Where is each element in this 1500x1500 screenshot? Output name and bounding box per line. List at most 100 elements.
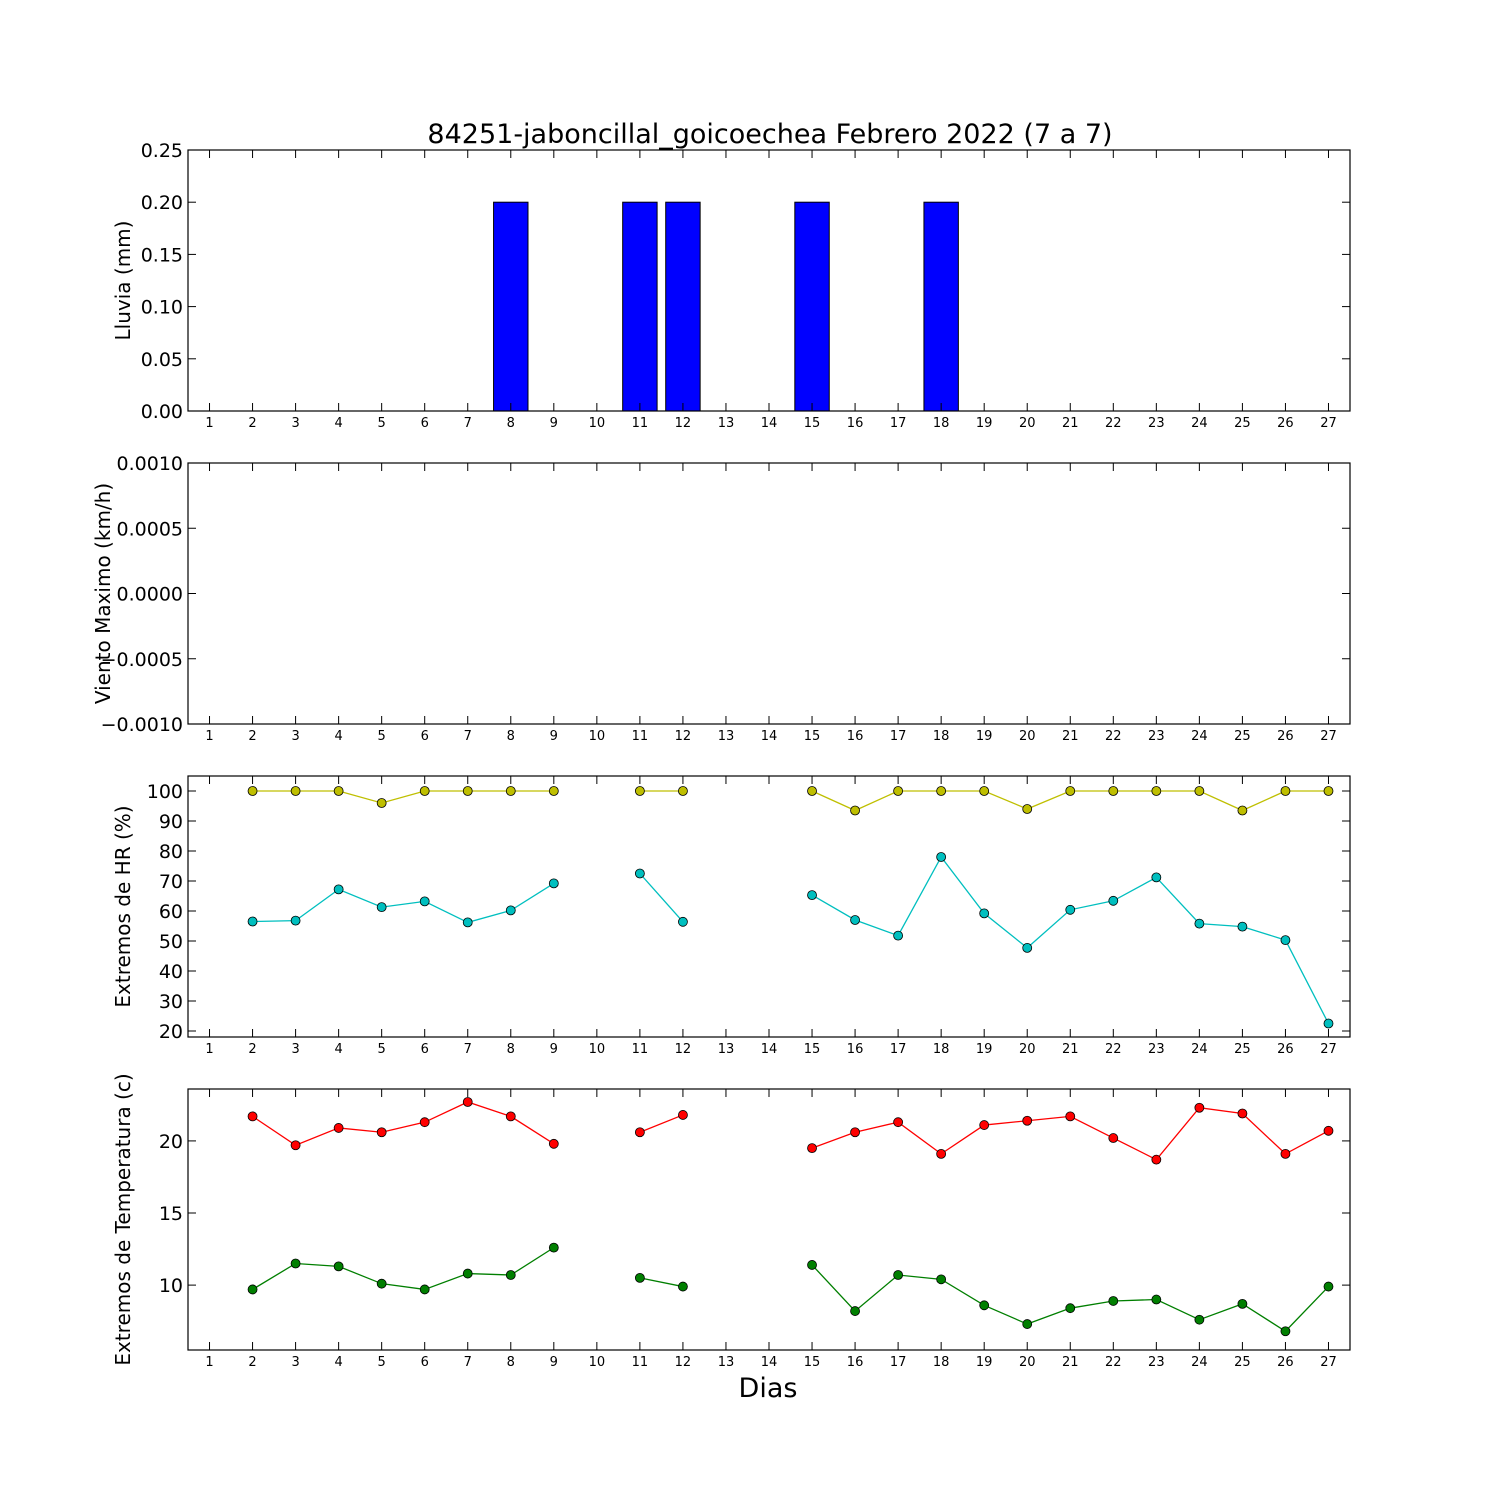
series-1-point-day-23 bbox=[1151, 872, 1162, 883]
x-tick-label: 11 bbox=[632, 729, 649, 744]
y-tick-label: 50 bbox=[159, 931, 183, 953]
x-tick-label: 14 bbox=[761, 729, 778, 744]
y-tick-label: −0.0005 bbox=[101, 649, 183, 671]
x-tick-label: 10 bbox=[589, 1042, 606, 1057]
x-tick-label: 1 bbox=[205, 1042, 213, 1057]
x-tick-label: 17 bbox=[890, 729, 907, 744]
y-axis-label: Viento Maximo (km/h) bbox=[91, 483, 115, 704]
panel-lluvia: 0.000.050.100.150.200.251 2 3 4 5 6 7 8 9 10 11 12 1… bbox=[111, 140, 1351, 431]
x-tick-label: 13 bbox=[718, 1042, 735, 1057]
series-0-point-day-5 bbox=[376, 798, 387, 808]
series-0-point-day-23 bbox=[1151, 1154, 1162, 1165]
x-tick-label: 11 bbox=[632, 1355, 649, 1370]
x-tick-label: 15 bbox=[804, 416, 821, 431]
x-tick-label: 1 bbox=[205, 729, 213, 744]
x-tick-label: 27 bbox=[1320, 1355, 1337, 1370]
y-axis-label: Lluvia (mm) bbox=[111, 221, 135, 341]
y-tick-label: 30 bbox=[159, 991, 183, 1013]
x-tick-label: 17 bbox=[890, 416, 907, 431]
series-0-point-day-26 bbox=[1280, 1148, 1291, 1159]
series-0-point-day-26 bbox=[1280, 786, 1291, 796]
x-tick-label: 15 bbox=[804, 729, 821, 744]
y-tick-label: 15 bbox=[159, 1203, 183, 1225]
series-1-point-day-19 bbox=[979, 908, 990, 919]
series-0-point-day-19 bbox=[979, 1120, 990, 1130]
series-0-point-day-8 bbox=[505, 786, 516, 796]
series-1-point-day-11 bbox=[634, 868, 645, 879]
y-tick-label: 0.25 bbox=[141, 140, 183, 162]
series-0-point-day-12 bbox=[678, 1110, 688, 1120]
series-1-point-day-26 bbox=[1280, 1326, 1291, 1337]
series-0-point-day-11 bbox=[634, 786, 645, 796]
series-1-point-day-4 bbox=[333, 1261, 344, 1272]
y-tick-label: 0.0005 bbox=[117, 518, 183, 540]
y-axis-label: Extremos de Temperatura (c) bbox=[111, 1073, 135, 1365]
series-1-point-day-18 bbox=[936, 1274, 947, 1285]
x-tick-label: 3 bbox=[291, 1042, 299, 1057]
x-tick-label: 6 bbox=[421, 1042, 429, 1057]
series-0-point-day-22 bbox=[1108, 786, 1119, 796]
x-tick-label: 7 bbox=[464, 729, 472, 744]
x-tick-label: 6 bbox=[421, 729, 429, 744]
series-1-point-day-8 bbox=[505, 1270, 516, 1280]
x-tick-label: 14 bbox=[761, 1355, 778, 1370]
x-tick-label: 27 bbox=[1320, 729, 1337, 744]
series-1-point-day-25 bbox=[1237, 921, 1248, 932]
series-1-point-day-6 bbox=[419, 1284, 430, 1295]
series-1-point-day-21 bbox=[1065, 904, 1076, 915]
x-tick-label: 10 bbox=[589, 729, 606, 744]
series-1-point-day-22 bbox=[1108, 1296, 1119, 1306]
x-tick-label: 21 bbox=[1062, 729, 1079, 744]
series-0-point-day-15 bbox=[807, 786, 817, 796]
series-1-point-day-21 bbox=[1065, 1303, 1076, 1314]
x-tick-label: 24 bbox=[1191, 1355, 1208, 1370]
y-tick-label: 0.0010 bbox=[117, 453, 183, 475]
x-tick-label: 12 bbox=[675, 1042, 692, 1057]
series-1-point-day-27 bbox=[1323, 1018, 1334, 1029]
x-tick-label: 21 bbox=[1062, 416, 1079, 431]
series-0-point-day-3 bbox=[290, 786, 301, 796]
x-tick-label: 16 bbox=[847, 729, 864, 744]
series-0-point-day-5 bbox=[376, 1127, 387, 1138]
series-1-point-day-22 bbox=[1108, 895, 1119, 906]
series-1-point-day-11 bbox=[634, 1273, 645, 1283]
bar-day-15 bbox=[794, 201, 830, 412]
series-0-point-day-2 bbox=[247, 786, 258, 796]
x-tick-label: 21 bbox=[1062, 1042, 1079, 1057]
x-tick-label: 22 bbox=[1105, 416, 1122, 431]
series-0-point-day-11 bbox=[634, 1127, 645, 1138]
x-tick-label: 17 bbox=[890, 1355, 907, 1370]
series-1-point-day-7 bbox=[462, 1268, 473, 1279]
series-0-point-day-3 bbox=[290, 1140, 301, 1151]
series-1-point-day-9 bbox=[548, 878, 559, 889]
series-1-point-day-20 bbox=[1022, 1319, 1033, 1329]
series-1-point-day-25 bbox=[1237, 1298, 1248, 1309]
x-tick-label: 4 bbox=[334, 416, 342, 431]
series-1-line bbox=[252, 1247, 555, 1291]
x-tick-label: 5 bbox=[378, 1355, 386, 1370]
y-tick-label: 0.05 bbox=[141, 349, 183, 371]
y-tick-label: 10 bbox=[159, 1275, 183, 1297]
series-0-point-day-17 bbox=[893, 1117, 904, 1128]
x-tick-label: 13 bbox=[718, 1355, 735, 1370]
series-1-point-day-4 bbox=[333, 884, 344, 895]
series-1-point-day-24 bbox=[1194, 1314, 1205, 1325]
x-tick-label: 14 bbox=[761, 1042, 778, 1057]
y-tick-label: 0.20 bbox=[141, 192, 183, 214]
x-tick-label: 18 bbox=[933, 416, 950, 431]
series-0-point-day-27 bbox=[1323, 1125, 1334, 1136]
x-tick-label: 2 bbox=[248, 1042, 256, 1057]
series-0-point-day-2 bbox=[247, 1111, 258, 1122]
x-tick-label: 3 bbox=[291, 416, 299, 431]
series-1-point-day-9 bbox=[548, 1242, 559, 1253]
bar-day-8 bbox=[493, 201, 529, 412]
x-tick-label: 20 bbox=[1019, 1042, 1036, 1057]
x-tick-label: 19 bbox=[976, 1355, 993, 1370]
x-tick-label: 24 bbox=[1191, 1042, 1208, 1057]
series-1-point-day-27 bbox=[1323, 1281, 1334, 1292]
y-tick-label: 80 bbox=[159, 841, 183, 863]
x-tick-label: 26 bbox=[1277, 1042, 1294, 1057]
